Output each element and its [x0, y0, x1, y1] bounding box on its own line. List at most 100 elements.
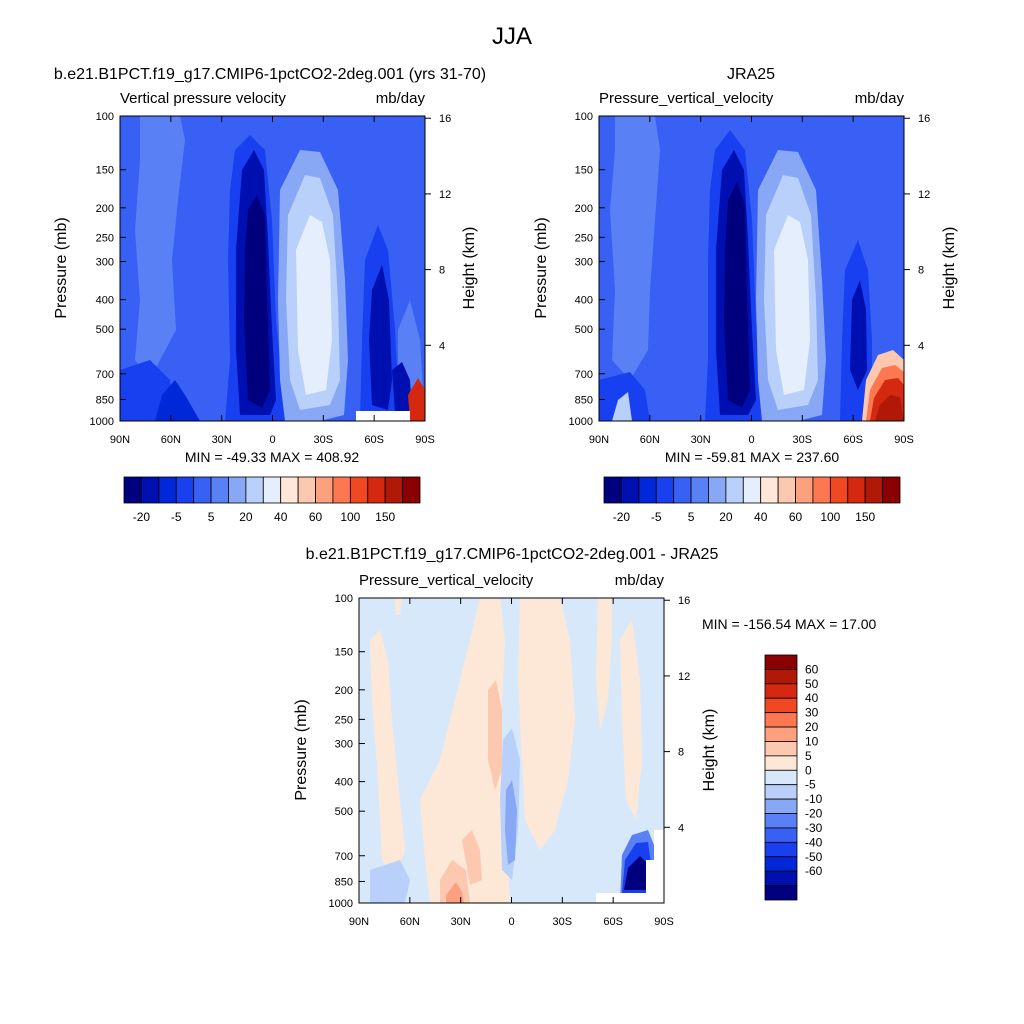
colorbar-swatch	[708, 476, 727, 504]
colorbar-label: -20	[133, 510, 151, 524]
y-tick-label: 1000	[569, 416, 593, 428]
contour-band	[724, 182, 750, 408]
x-tick-label: 0	[508, 916, 514, 928]
y-tick-label: 300	[575, 257, 593, 269]
contour-band	[370, 630, 405, 880]
colorbar-label: 30	[805, 706, 819, 720]
colorbar-swatch	[829, 476, 849, 504]
colorbar-swatch	[123, 476, 142, 504]
contour-band	[612, 392, 632, 421]
contour-band	[462, 830, 482, 885]
colorbar-swatch	[764, 683, 798, 699]
contour-band	[875, 395, 904, 421]
missing-data-mask	[646, 860, 664, 903]
x-tick-label: 30S	[314, 434, 334, 446]
x-tick-label: 30N	[691, 434, 711, 446]
contour-band	[369, 265, 392, 410]
y-tick-label: 850	[96, 394, 114, 406]
colorbar-swatch	[315, 476, 334, 504]
colorbar-label: 100	[340, 510, 360, 524]
y-tick-label: 850	[335, 876, 353, 888]
contour-band	[440, 860, 470, 903]
colorbar-swatch	[764, 769, 798, 786]
y-tick-label: 500	[575, 324, 593, 336]
colorbar-label: 10	[805, 734, 819, 748]
colorbar-label: 150	[375, 510, 395, 524]
colorbar-swatch	[847, 476, 866, 504]
y-tick-label: 200	[96, 203, 114, 215]
panel-diff-ylabel-right: Height (km)	[701, 709, 718, 792]
contour-band	[408, 378, 425, 421]
contour-band	[850, 280, 867, 390]
colorbar-swatch	[760, 476, 779, 504]
panel-diff-ylabel: Pressure (mb)	[293, 699, 310, 800]
colorbar-label: 40	[754, 510, 768, 524]
y-tick-right-label: 4	[439, 340, 445, 352]
colorbar-swatch	[402, 476, 421, 504]
y-tick-label: 200	[575, 203, 593, 215]
colorbar-swatch	[777, 476, 796, 504]
colorbar-label: -40	[805, 835, 823, 849]
missing-data-mask	[596, 893, 656, 903]
colorbar-swatch	[764, 755, 798, 771]
colorbar-swatch	[764, 856, 798, 872]
colorbar-swatch	[764, 654, 798, 670]
colorbar-swatch	[764, 885, 798, 901]
colorbar-swatch	[141, 476, 160, 504]
y-tick-right-label: 16	[439, 113, 451, 125]
panel-obs: JRA25 Pressure_vertical_velocity mb/day	[533, 66, 958, 524]
colorbar-label: 5	[208, 510, 215, 524]
panel-diff-stats: MIN = -156.54 MAX = 17.00	[702, 616, 877, 632]
colorbar-swatch	[764, 741, 798, 757]
y-tick-label: 300	[96, 257, 114, 269]
colorbar-swatch	[764, 712, 798, 728]
y-tick-label: 400	[96, 295, 114, 307]
contour-band	[420, 598, 510, 903]
y-tick-right-label: 16	[678, 595, 690, 607]
colorbar-label: 20	[719, 510, 733, 524]
contour-band	[244, 195, 270, 408]
y-tick-right-label: 8	[918, 265, 924, 277]
contour-band	[624, 856, 646, 890]
y-tick-right-label: 4	[678, 822, 684, 834]
colorbar-swatch	[228, 476, 247, 504]
colorbar-swatch	[280, 476, 299, 504]
colorbar-swatch	[812, 476, 831, 504]
panel-model: b.e21.B1PCT.f19_g17.CMIP6-1pctCO2-2deg.0…	[53, 66, 486, 524]
x-tick-label: 0	[269, 434, 275, 446]
y-tick-label: 100	[335, 593, 353, 605]
y-tick-label: 250	[575, 232, 593, 244]
contour-band	[155, 380, 200, 421]
x-tick-label: 0	[748, 434, 754, 446]
colorbar-swatch	[764, 827, 798, 843]
colorbar-swatch	[690, 476, 709, 504]
x-tick-label: 90N	[349, 916, 369, 928]
colorbar-label: 60	[789, 510, 803, 524]
colorbar-swatch	[621, 476, 640, 504]
colorbar-swatch	[262, 476, 282, 504]
y-tick-right-label: 12	[678, 671, 690, 683]
colorbar-swatch	[764, 798, 798, 814]
contour-band	[296, 215, 332, 395]
colorbar-label: -50	[805, 850, 823, 864]
colorbar-label: 0	[805, 763, 812, 777]
y-tick-label: 1000	[90, 416, 114, 428]
colorbar-swatch	[764, 870, 798, 886]
y-tick-label: 250	[335, 714, 353, 726]
x-tick-label: 60N	[161, 434, 181, 446]
panel-model-colorbar: -20 -5 5 20 40 60 100 150	[123, 476, 421, 524]
colorbar-swatch	[175, 476, 195, 504]
colorbar-label: 150	[855, 510, 875, 524]
panel-diff-units: mb/day	[615, 572, 665, 589]
x-tick-label: 60N	[400, 916, 420, 928]
colorbar-swatch	[764, 697, 798, 714]
contour-band	[596, 598, 612, 730]
colorbar-swatch	[673, 476, 692, 504]
panel-model-variable: Vertical pressure velocity	[120, 90, 286, 107]
colorbar-swatch	[882, 476, 901, 504]
panel-diff-axes: 90N 60N 30N 0 30S 60S 90S 100 150 200 250 300 400 500…	[329, 593, 691, 928]
colorbar-label: 40	[805, 691, 819, 705]
colorbar-label: 60	[805, 662, 819, 676]
